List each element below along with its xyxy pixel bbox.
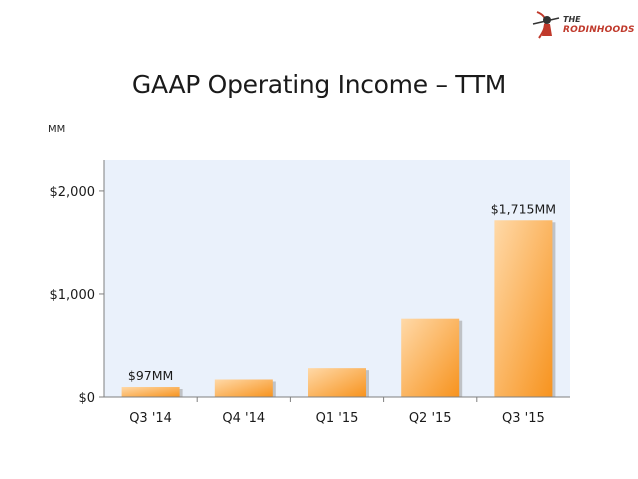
x-tick-label: Q3 '15: [502, 411, 545, 426]
bar: [214, 379, 273, 397]
x-tick-label: Q2 '15: [409, 411, 452, 426]
logo-line-2: RODINHOODS: [563, 25, 635, 35]
data-label: $97MM: [128, 368, 173, 383]
y-tick-label: $2,000: [50, 185, 96, 200]
bar: [401, 318, 460, 397]
x-tick-label: Q3 '14: [129, 411, 172, 426]
bar: [494, 220, 553, 397]
unit-label: MM: [48, 124, 66, 135]
y-tick-label: $1,000: [50, 288, 96, 303]
archer-emblem-icon: [532, 11, 560, 39]
plot-area: [104, 160, 570, 397]
brand-logo: THE RODINHOODS: [531, 8, 635, 42]
bar: [121, 387, 180, 397]
x-tick-label: Q4 '14: [222, 411, 265, 426]
y-tick-label: $0: [78, 391, 95, 406]
x-tick-label: Q1 '15: [316, 411, 359, 426]
logo-line-1: THE: [563, 15, 581, 24]
data-label: $1,715MM: [491, 201, 556, 216]
chart-title: GAAP Operating Income – TTM: [131, 70, 507, 99]
bar: [308, 368, 366, 397]
